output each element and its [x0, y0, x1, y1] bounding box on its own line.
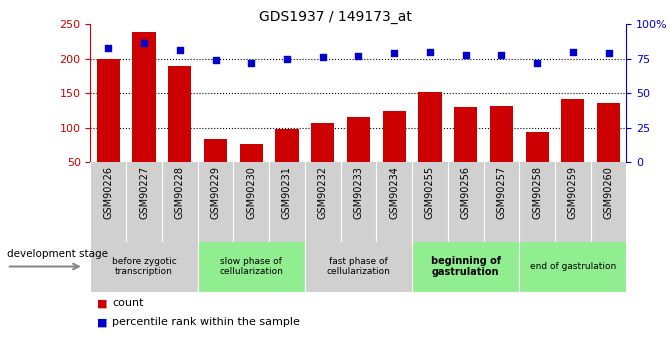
Text: GSM90228: GSM90228 — [175, 166, 185, 219]
Point — [353, 53, 364, 59]
Bar — [96, 59, 120, 162]
Text: GSM90231: GSM90231 — [282, 166, 292, 219]
Text: GSM90259: GSM90259 — [568, 166, 578, 219]
Text: GSM90233: GSM90233 — [354, 166, 363, 219]
Point — [425, 49, 436, 55]
Bar — [561, 99, 584, 162]
Text: GSM90260: GSM90260 — [604, 166, 614, 219]
Text: ■: ■ — [97, 317, 108, 327]
Point — [139, 41, 149, 46]
Bar — [412, 241, 519, 292]
Text: GSM90229: GSM90229 — [210, 166, 220, 219]
Point — [103, 45, 114, 50]
Bar — [305, 241, 412, 292]
Bar — [519, 241, 626, 292]
Bar — [204, 139, 227, 162]
Text: GSM90227: GSM90227 — [139, 166, 149, 219]
Text: percentile rank within the sample: percentile rank within the sample — [112, 317, 299, 327]
Point — [210, 57, 221, 63]
Text: before zygotic
transcription: before zygotic transcription — [112, 257, 176, 276]
Text: count: count — [112, 298, 143, 308]
Point — [603, 50, 614, 56]
Point — [174, 48, 185, 53]
Bar — [240, 144, 263, 162]
Text: GSM90226: GSM90226 — [103, 166, 113, 219]
Bar — [347, 117, 370, 162]
Text: GDS1937 / 149173_at: GDS1937 / 149173_at — [259, 10, 411, 24]
Text: end of gastrulation: end of gastrulation — [530, 262, 616, 271]
Text: GSM90256: GSM90256 — [461, 166, 470, 219]
Text: GSM90258: GSM90258 — [532, 166, 542, 219]
Bar — [383, 111, 406, 162]
Text: GSM90232: GSM90232 — [318, 166, 328, 219]
Text: beginning of
gastrulation: beginning of gastrulation — [431, 256, 500, 277]
Text: development stage: development stage — [7, 249, 108, 259]
Text: slow phase of
cellularization: slow phase of cellularization — [219, 257, 283, 276]
Point — [246, 60, 257, 66]
Bar — [133, 32, 155, 162]
Bar — [597, 103, 620, 162]
Point — [318, 55, 328, 60]
Text: fast phase of
cellularization: fast phase of cellularization — [326, 257, 391, 276]
Bar — [198, 241, 305, 292]
Point — [389, 50, 399, 56]
Point — [496, 52, 507, 57]
Bar — [418, 92, 442, 162]
Bar — [90, 241, 198, 292]
Bar — [525, 132, 549, 162]
Point — [281, 56, 292, 61]
Bar — [490, 106, 513, 162]
Point — [532, 60, 543, 66]
Bar — [454, 107, 477, 162]
Text: GSM90234: GSM90234 — [389, 166, 399, 219]
Bar — [275, 129, 299, 162]
Point — [460, 52, 471, 57]
Text: GSM90255: GSM90255 — [425, 166, 435, 219]
Text: GSM90257: GSM90257 — [496, 166, 507, 219]
Text: ■: ■ — [97, 298, 108, 308]
Text: GSM90230: GSM90230 — [247, 166, 256, 219]
Bar — [311, 123, 334, 162]
Point — [567, 49, 578, 55]
Bar — [168, 66, 192, 162]
